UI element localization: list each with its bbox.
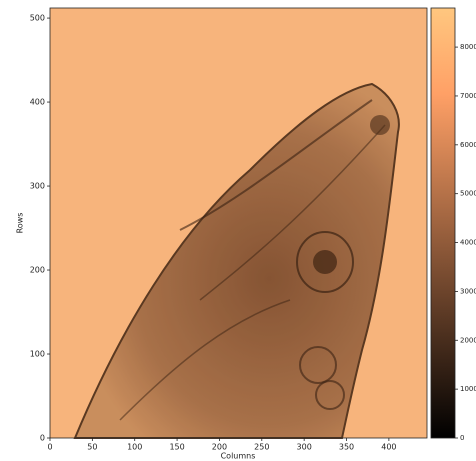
x-tick-label: 50: [87, 443, 97, 452]
colorbar-tick-label: 20000: [460, 336, 476, 344]
colorbar-tick-label: 30000: [460, 287, 476, 295]
colorbar-tick-label: 60000: [460, 141, 476, 149]
y-axis-label: Rows: [16, 213, 25, 234]
colorbar-tick-label: 10000: [460, 385, 476, 393]
x-tick-label: 350: [339, 443, 354, 452]
x-tick-label: 250: [254, 443, 269, 452]
y-tick-label: 500: [30, 14, 45, 23]
colorbar-tick-label: 0: [460, 434, 464, 442]
y-tick-label: 300: [30, 182, 45, 191]
x-tick-label: 150: [169, 443, 184, 452]
y-tick-label: 400: [30, 98, 45, 107]
x-tick-label: 100: [127, 443, 142, 452]
colorbar: [431, 8, 455, 438]
x-tick-label: 200: [212, 443, 227, 452]
x-tick-label: 300: [297, 443, 312, 452]
x-axis-label: Columns: [221, 452, 256, 461]
colorbar-tick-label: 40000: [460, 239, 476, 247]
x-tick-label: 400: [381, 443, 396, 452]
x-tick-label: 0: [47, 443, 52, 452]
y-tick-label: 100: [30, 350, 45, 359]
colorbar-tick-label: 50000: [460, 190, 476, 198]
y-tick-label: 200: [30, 266, 45, 275]
chart: Columns Rows 0 50 100 150 200 250 300 350 400 0 10…: [0, 0, 476, 461]
y-tick-label: 0: [40, 434, 45, 443]
colorbar-tick-label: 80000: [460, 43, 476, 51]
colorbar-tick-label: 70000: [460, 92, 476, 100]
